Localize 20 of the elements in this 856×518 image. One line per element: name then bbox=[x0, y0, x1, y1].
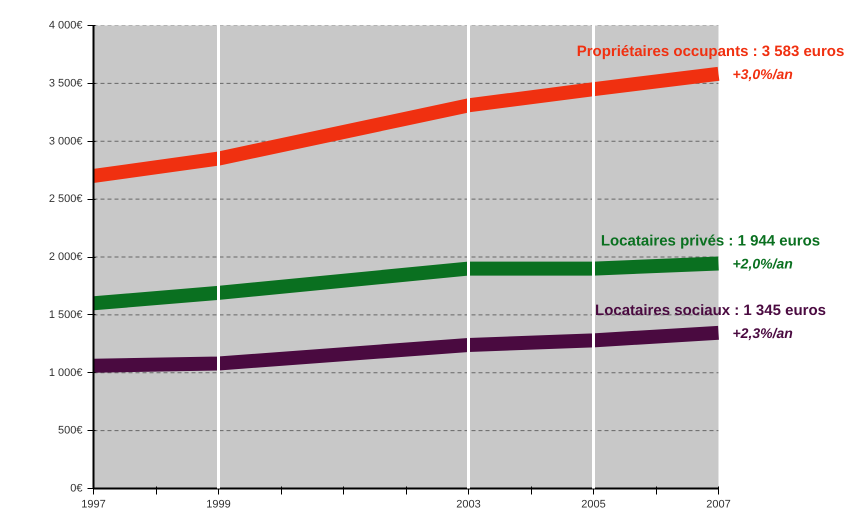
y-tick-label: 2 500€ bbox=[48, 193, 83, 206]
x-tick-label: 1999 bbox=[206, 498, 231, 510]
x-tick-label: 1997 bbox=[81, 498, 106, 510]
y-tick-label: 1 000€ bbox=[48, 366, 83, 379]
annotation: Locataires privés : 1 944 euros bbox=[600, 232, 820, 250]
text: +3,0%/an bbox=[732, 66, 793, 82]
y-tick-label: 2 000€ bbox=[48, 251, 83, 263]
y-tick-label: 500€ bbox=[58, 424, 83, 437]
text: +2,0%/an bbox=[732, 255, 793, 272]
x-tick-label: 2005 bbox=[581, 498, 606, 510]
y-tick-label: 1 500€ bbox=[48, 308, 83, 321]
x-tick-label: 2003 bbox=[456, 498, 481, 510]
y-tick-label: 3 500€ bbox=[48, 77, 83, 90]
x-tick-label: 2007 bbox=[706, 498, 731, 510]
annotation: Propriétaires occupants : 3 583 euros bbox=[576, 42, 844, 60]
y-tick-label: 3 000€ bbox=[48, 135, 83, 148]
text: +2,3%/an bbox=[732, 324, 793, 341]
y-tick-label: 0€ bbox=[70, 482, 83, 494]
annotation: Locataires sociaux : 1 345 euros bbox=[595, 302, 826, 319]
y-tick-label: 4 000€ bbox=[48, 20, 83, 32]
